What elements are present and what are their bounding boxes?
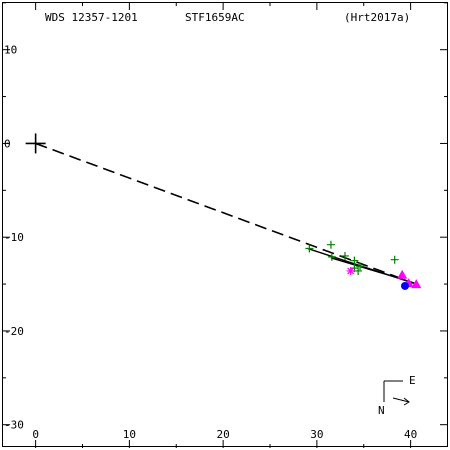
x-tick-label: 40 xyxy=(404,428,417,441)
compass-east-label: E xyxy=(409,374,416,387)
observation-asterisk-mark xyxy=(346,266,355,275)
x-tick-label: 0 xyxy=(32,428,39,441)
y-tick-label: 10 xyxy=(4,44,17,57)
x-tick-label: 30 xyxy=(310,428,323,441)
x-tick-label: 20 xyxy=(217,428,230,441)
observation-plus-mark xyxy=(356,262,364,271)
data-marks xyxy=(25,133,422,290)
observation-plus-mark xyxy=(390,255,399,264)
observation-triangle-mark xyxy=(397,269,408,279)
motion-arrow-shaft xyxy=(392,397,410,403)
y-tick-label: -20 xyxy=(4,325,24,338)
reference-code: (Hrt2017a) xyxy=(344,11,410,24)
observation-plus-mark xyxy=(354,266,363,275)
observation-plus-mark xyxy=(341,251,349,260)
y-tick-label: -30 xyxy=(4,419,24,432)
wds-id: WDS 12357-1201 xyxy=(45,11,138,24)
observation-triangle-mark xyxy=(411,279,422,289)
observation-plus-mark xyxy=(327,252,336,261)
y-tick-label: -10 xyxy=(4,231,24,244)
compass: E N xyxy=(378,374,416,417)
motion-arrow-head xyxy=(403,397,410,406)
compass-north-label: N xyxy=(378,404,385,417)
discoverer-code: STF1659AC xyxy=(185,11,245,24)
y-tick-label: 0 xyxy=(4,137,11,150)
motion-fit-line xyxy=(330,257,407,281)
x-tick-label: 10 xyxy=(123,428,136,441)
observation-plus-mark xyxy=(305,244,314,253)
primary-companion-dashed-line xyxy=(35,142,417,285)
observation-circle-mark xyxy=(401,281,409,290)
observation-plus-mark xyxy=(326,240,335,249)
observation-plus-mark xyxy=(350,256,359,265)
